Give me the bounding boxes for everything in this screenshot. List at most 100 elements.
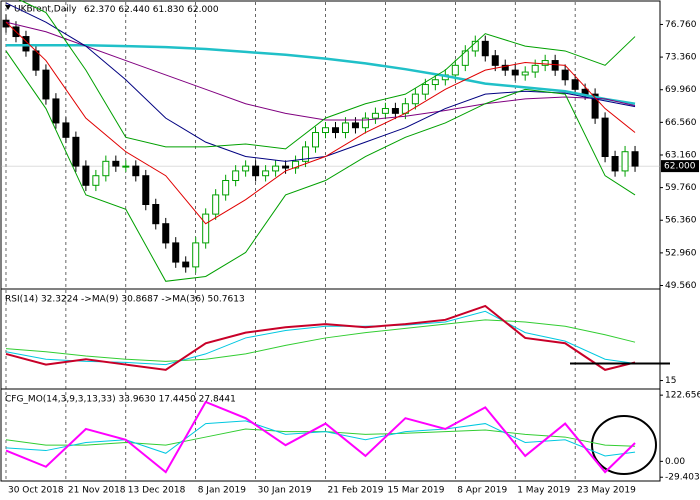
y-tick-label: 66.560 xyxy=(665,118,697,128)
candle-body xyxy=(531,64,539,73)
y-tick-label: 69.960 xyxy=(665,85,697,95)
candle-body xyxy=(571,79,579,90)
candle-body xyxy=(312,132,320,148)
candle-body xyxy=(371,112,379,119)
y-tick-label: -29.4035 xyxy=(665,473,700,483)
x-tick-label: 8 Apr 2019 xyxy=(457,486,507,496)
quote-value: 62.370 xyxy=(84,5,116,15)
candle-body xyxy=(411,93,419,105)
candle-body xyxy=(611,156,619,172)
x-tick-label: 23 May 2019 xyxy=(577,486,636,496)
candle-body xyxy=(212,194,220,215)
y-tick-label: 56.360 xyxy=(665,216,697,226)
candle-body xyxy=(282,165,290,169)
candle-body xyxy=(162,223,170,244)
moving-average xyxy=(18,0,636,150)
candle-body xyxy=(511,69,519,76)
candle-body xyxy=(591,93,599,119)
x-tick-label: 15 Mar 2019 xyxy=(387,486,444,496)
candle-body xyxy=(561,69,569,81)
moving-average xyxy=(5,21,636,121)
y-tick-label: 15 xyxy=(665,376,676,386)
y-tick-label: 73.360 xyxy=(665,53,697,63)
candle-body xyxy=(92,175,100,186)
frame xyxy=(0,0,661,482)
y-tick-label: 49.560 xyxy=(665,281,697,291)
quote-value: 62.000 xyxy=(187,5,219,15)
candle-body xyxy=(381,108,389,114)
annotation-ellipse xyxy=(591,415,657,475)
candle-body xyxy=(272,165,280,172)
candle-body xyxy=(601,117,609,158)
candle-body xyxy=(581,88,589,95)
candle-body xyxy=(551,60,559,71)
x-tick-label: 8 Jan 2019 xyxy=(198,486,246,496)
indicator-title: RSI(14) 32.3224 ->MA(9) 30.8687 ->MA(36)… xyxy=(5,295,245,305)
y-tick-label: 0.00 xyxy=(665,457,685,467)
indicator-line xyxy=(5,319,636,362)
candle-body xyxy=(331,127,339,134)
candle-body xyxy=(252,165,260,177)
candle-body xyxy=(62,122,70,138)
candle-body xyxy=(481,40,489,57)
candle-body xyxy=(461,50,469,66)
quote-value: 62.440 xyxy=(118,5,150,15)
candle-body xyxy=(302,146,310,162)
candle-body xyxy=(491,55,499,66)
candle-body xyxy=(122,165,130,168)
candle-body xyxy=(232,170,240,182)
candle-body xyxy=(262,170,270,177)
x-tick-label: 13 Dec 2018 xyxy=(128,486,186,496)
candle-body xyxy=(631,151,639,167)
y-tick-label: 76.760 xyxy=(665,20,697,30)
y-tick-label: 59.760 xyxy=(665,183,697,193)
candle-body xyxy=(172,242,180,263)
candle-body xyxy=(52,98,60,124)
candle-body xyxy=(2,19,10,28)
candle-body xyxy=(242,165,250,172)
candle-body xyxy=(32,50,40,71)
candle-body xyxy=(431,79,439,86)
x-tick-label: 30 Jan 2019 xyxy=(258,486,312,496)
candle-body xyxy=(501,64,509,71)
last-price-box xyxy=(661,160,699,173)
y-tick-label: 52.960 xyxy=(665,248,697,258)
moving-average xyxy=(5,21,636,225)
indicator-line xyxy=(5,304,636,371)
candle-body xyxy=(322,127,330,134)
quote-values: 62.370 62.440 61.830 62.000 xyxy=(84,5,219,15)
quote-value: 61.830 xyxy=(153,5,185,15)
candle-body xyxy=(102,160,110,177)
candle-body xyxy=(132,165,140,177)
indicator-line xyxy=(5,420,636,457)
candle-body xyxy=(292,160,300,169)
y-tick-label: 122.6566 xyxy=(665,391,700,401)
candle-body xyxy=(72,136,80,167)
candle-body xyxy=(621,151,629,172)
y-tick-label: 63.160 xyxy=(665,150,697,160)
candle-body xyxy=(421,84,429,95)
candle-body xyxy=(341,122,349,134)
symbol-icon xyxy=(5,5,11,10)
indicator-line xyxy=(5,400,636,474)
candle-body xyxy=(391,108,399,114)
indicator-title: CFG_MO(14,3,9,3,13,33) 33.9630 17.4450 2… xyxy=(5,395,236,405)
symbol-title: UKBrent,Daily xyxy=(14,5,77,15)
x-tick-label: 21 Nov 2018 xyxy=(68,486,126,496)
candle-body xyxy=(42,69,50,100)
candle-body xyxy=(182,261,190,268)
candle-body xyxy=(192,242,200,268)
candle-body xyxy=(361,117,369,129)
candle-body xyxy=(541,60,549,66)
candle-body xyxy=(222,180,230,196)
moving-average xyxy=(5,43,636,105)
moving-average xyxy=(5,50,636,282)
x-tick-label: 21 Feb 2019 xyxy=(328,486,384,496)
x-tick-label: 1 May 2019 xyxy=(517,486,570,496)
candle-body xyxy=(451,64,459,76)
candle-body xyxy=(112,160,120,167)
candle-body xyxy=(82,165,90,186)
candle-body xyxy=(521,71,529,76)
